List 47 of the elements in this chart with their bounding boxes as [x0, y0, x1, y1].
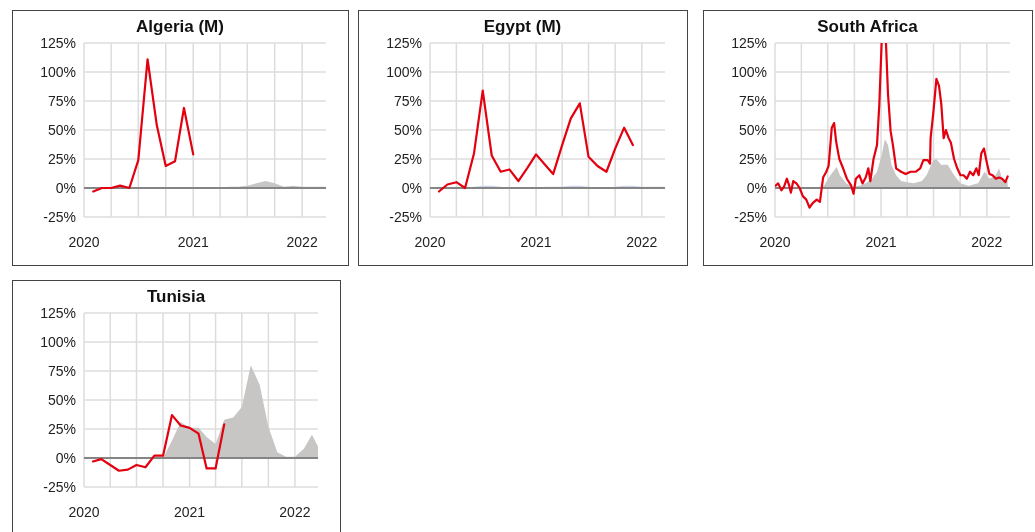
chart-title: Algeria (M)	[136, 17, 224, 36]
y-tick-label: -25%	[43, 208, 76, 225]
y-tick-label: 125%	[731, 34, 767, 51]
x-tick-label: 2022	[971, 234, 1003, 250]
y-tick-label: 50%	[393, 121, 422, 138]
y-tick-label: 50%	[47, 391, 76, 408]
y-tick-label: 75%	[738, 92, 767, 109]
y-tick-label: 50%	[738, 121, 767, 138]
x-tick-label: 2020	[68, 234, 100, 250]
y-tick-label: 100%	[386, 63, 422, 80]
y-tick-label: 100%	[40, 63, 76, 80]
line-series	[91, 413, 226, 472]
y-tick-label: 25%	[47, 150, 76, 167]
chart-title: Egypt (M)	[483, 17, 562, 36]
x-tick-label: 2022	[286, 234, 318, 250]
y-tick-label: 25%	[393, 150, 422, 167]
y-tick-label: 100%	[40, 333, 76, 350]
y-tick-label: 0%	[55, 179, 76, 196]
chart-title: Tunisia	[146, 287, 206, 306]
y-tick-label: -25%	[734, 208, 767, 225]
y-tick-label: 0%	[746, 179, 767, 196]
y-tick-label: 75%	[393, 92, 422, 109]
y-tick-label: 0%	[401, 179, 422, 196]
y-tick-label: 125%	[386, 34, 422, 51]
y-tick-label: 25%	[738, 150, 767, 167]
y-tick-label: -25%	[43, 478, 76, 495]
y-tick-label: 75%	[47, 92, 76, 109]
chart-title: South Africa	[817, 17, 919, 36]
y-tick-label: 100%	[731, 63, 767, 80]
x-tick-label: 2020	[414, 234, 446, 250]
x-tick-label: 2021	[177, 234, 209, 250]
x-tick-label: 2021	[865, 234, 897, 250]
x-tick-label: 2020	[759, 234, 791, 250]
y-tick-label: -25%	[389, 208, 422, 225]
y-tick-label: 0%	[55, 449, 76, 466]
x-tick-label: 2021	[174, 504, 206, 520]
y-tick-label: 125%	[40, 304, 76, 321]
x-tick-label: 2022	[279, 504, 311, 520]
y-tick-label: 75%	[47, 362, 76, 379]
y-tick-label: 50%	[47, 121, 76, 138]
x-tick-label: 2020	[68, 504, 100, 520]
line-series	[437, 89, 634, 193]
y-tick-label: 25%	[47, 420, 76, 437]
x-tick-label: 2022	[626, 234, 658, 250]
x-tick-label: 2021	[520, 234, 552, 250]
y-tick-label: 125%	[40, 34, 76, 51]
line-series	[92, 58, 195, 193]
